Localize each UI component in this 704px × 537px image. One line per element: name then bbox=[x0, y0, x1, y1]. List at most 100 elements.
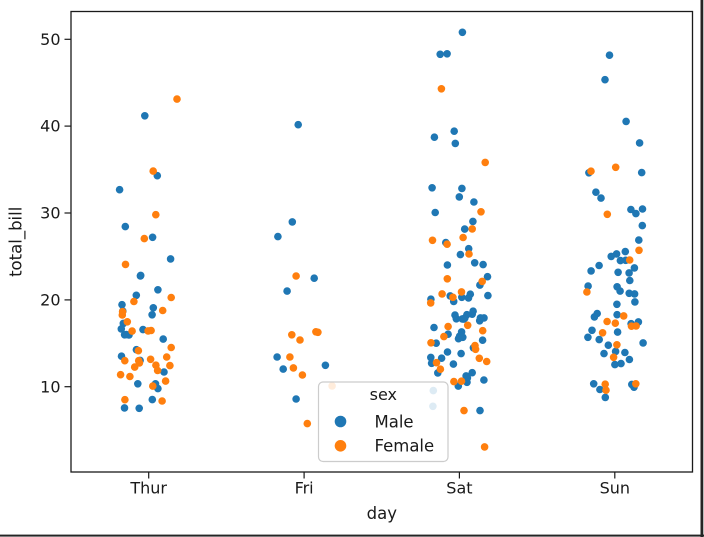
data-point-male bbox=[621, 348, 629, 357]
data-point-female bbox=[167, 293, 175, 302]
legend-label-female: Female bbox=[375, 437, 435, 456]
data-point-male bbox=[117, 325, 126, 333]
data-point-female bbox=[440, 332, 448, 341]
data-point-male bbox=[451, 139, 460, 148]
data-point-female bbox=[161, 377, 170, 385]
data-point-male bbox=[638, 221, 647, 230]
x-tick-label: Fri bbox=[295, 479, 314, 498]
data-point-male bbox=[611, 347, 620, 356]
data-point-female bbox=[449, 293, 457, 302]
data-point-female bbox=[167, 343, 175, 352]
data-point-male bbox=[132, 291, 141, 300]
data-point-male bbox=[443, 261, 452, 269]
data-point-male bbox=[621, 247, 630, 256]
data-point-male bbox=[115, 185, 124, 194]
data-point-male bbox=[292, 395, 300, 403]
data-point-female bbox=[286, 353, 294, 361]
data-point-male bbox=[597, 194, 605, 202]
data-point-female bbox=[457, 377, 466, 386]
data-point-female bbox=[126, 372, 134, 381]
data-point-male bbox=[294, 120, 303, 129]
data-point-female bbox=[603, 317, 611, 326]
data-point-female bbox=[123, 318, 132, 326]
data-point-male bbox=[464, 294, 473, 302]
data-point-male bbox=[135, 404, 143, 413]
data-point-female bbox=[149, 167, 157, 175]
data-point-male bbox=[604, 341, 613, 350]
data-point-male bbox=[478, 336, 487, 345]
data-point-female bbox=[427, 339, 435, 347]
data-point-male bbox=[622, 117, 630, 126]
data-point-male bbox=[283, 287, 291, 295]
data-point-male bbox=[625, 269, 633, 277]
data-point-male bbox=[458, 28, 467, 37]
data-point-male bbox=[460, 225, 469, 233]
data-point-male bbox=[584, 333, 592, 342]
data-point-female bbox=[153, 366, 162, 375]
plot-border bbox=[70, 10, 694, 473]
data-point-male bbox=[635, 236, 643, 244]
data-point-male bbox=[443, 50, 451, 58]
legend-title: sex bbox=[370, 385, 397, 404]
data-point-female bbox=[152, 210, 160, 219]
data-point-male bbox=[279, 365, 288, 373]
data-point-male bbox=[274, 232, 282, 241]
data-point-male bbox=[635, 139, 644, 147]
data-point-female bbox=[298, 371, 307, 379]
data-point-male bbox=[454, 334, 463, 343]
data-point-male bbox=[443, 348, 452, 356]
data-point-female bbox=[146, 355, 155, 364]
data-point-male bbox=[149, 304, 158, 312]
data-point-male bbox=[469, 217, 477, 226]
data-point-male bbox=[613, 328, 622, 336]
data-point-female bbox=[140, 234, 149, 243]
data-point-male bbox=[616, 256, 625, 265]
data-point-male bbox=[637, 168, 646, 177]
data-point-female bbox=[121, 260, 130, 269]
window-right-edge bbox=[700, 0, 704, 537]
data-point-female bbox=[438, 290, 446, 298]
data-point-male bbox=[595, 261, 603, 270]
data-point-male bbox=[613, 300, 621, 309]
data-point-male bbox=[288, 218, 297, 226]
data-point-male bbox=[455, 193, 464, 201]
data-point-female bbox=[619, 312, 628, 320]
data-point-male bbox=[166, 255, 175, 263]
data-point-female bbox=[130, 297, 138, 306]
data-point-male bbox=[452, 315, 461, 323]
y-tick-label: 10 bbox=[40, 377, 60, 396]
data-point-male bbox=[120, 404, 129, 412]
data-point-female bbox=[296, 336, 304, 344]
data-point-female bbox=[598, 329, 607, 337]
legend: sex Male Female bbox=[317, 381, 449, 463]
data-point-female bbox=[121, 356, 129, 365]
data-point-male bbox=[639, 339, 647, 347]
x-tick-label: Thur bbox=[129, 479, 167, 498]
data-point-female bbox=[477, 208, 485, 216]
data-point-male bbox=[625, 355, 634, 364]
data-point-male bbox=[430, 133, 439, 141]
data-point-female bbox=[289, 364, 298, 372]
data-point-male bbox=[617, 359, 625, 368]
data-point-male bbox=[310, 274, 319, 283]
y-tick-label: 30 bbox=[40, 204, 60, 223]
data-point-male bbox=[600, 349, 608, 358]
data-point-male bbox=[613, 283, 621, 291]
data-point-female bbox=[437, 85, 446, 93]
data-point-female bbox=[450, 377, 458, 386]
data-point-female bbox=[478, 326, 487, 335]
data-point-female bbox=[482, 357, 491, 366]
data-point-male bbox=[456, 250, 465, 259]
y-axis-label: total_bill bbox=[7, 207, 27, 277]
data-point-female bbox=[128, 327, 136, 335]
data-point-female bbox=[583, 288, 591, 296]
data-point-female bbox=[603, 210, 612, 219]
data-point-male bbox=[469, 307, 477, 316]
data-point-male bbox=[590, 313, 599, 321]
data-point-male bbox=[613, 310, 621, 319]
data-point-male bbox=[136, 271, 145, 280]
data-point-male bbox=[627, 205, 635, 214]
data-point-male bbox=[468, 368, 477, 377]
x-axis-label: day bbox=[367, 504, 398, 523]
